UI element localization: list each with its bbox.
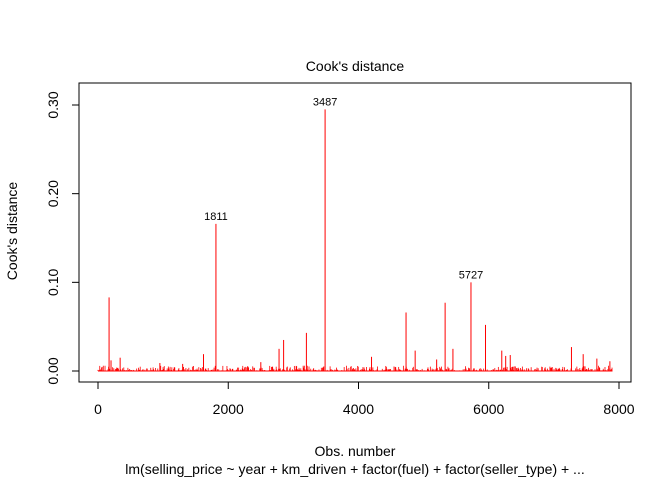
x-axis: 0 2000 4000 6000 8000 bbox=[94, 381, 635, 417]
x-tick-label: 2000 bbox=[213, 401, 244, 417]
x-axis-label: Obs. number bbox=[315, 443, 396, 459]
y-tick-label: 0.10 bbox=[45, 268, 61, 295]
y-axis: 0.00 0.10 0.20 0.30 bbox=[45, 91, 80, 385]
point-label: 3487 bbox=[313, 96, 337, 108]
point-labels: 3487 1811 5727 bbox=[204, 96, 483, 281]
y-tick-label: 0.20 bbox=[45, 180, 61, 207]
point-label: 1811 bbox=[204, 211, 228, 223]
x-tick-label: 6000 bbox=[473, 401, 504, 417]
cooks-distance-bars bbox=[97, 109, 613, 372]
x-tick-label: 8000 bbox=[603, 401, 634, 417]
y-axis-label: Cook's distance bbox=[4, 182, 20, 281]
plot-frame bbox=[78, 82, 632, 383]
chart-subtitle: lm(selling_price ~ year + km_driven + fa… bbox=[125, 461, 584, 477]
y-tick-label: 0.00 bbox=[45, 357, 61, 384]
x-tick-label: 4000 bbox=[343, 401, 374, 417]
point-label: 5727 bbox=[459, 269, 483, 281]
y-tick-label: 0.30 bbox=[45, 91, 61, 118]
x-tick-label: 0 bbox=[94, 401, 102, 417]
chart-title: Cook's distance bbox=[306, 58, 405, 74]
